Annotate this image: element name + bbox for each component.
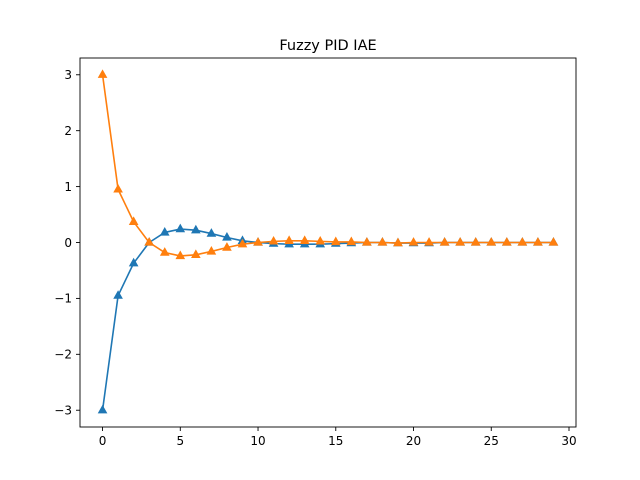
series-2-point [362, 237, 372, 246]
series-2-point [175, 250, 186, 260]
x-tick-label: 0 [99, 434, 107, 448]
series-2-point [455, 237, 465, 246]
series-2-point [253, 237, 263, 246]
series-2-point [393, 237, 403, 247]
series-2-point [128, 216, 139, 225]
y-tick-label: −2 [54, 348, 72, 362]
y-tick-label: −1 [54, 292, 72, 306]
series-2-point [299, 235, 310, 244]
axes-layer: 0 5 10 15 20 25 30 −3 −2 −1 0 1 2 3 [54, 57, 577, 448]
x-tick-label: 5 [176, 434, 184, 448]
y-tick-label: 0 [64, 236, 72, 250]
x-tick-label: 15 [328, 434, 343, 448]
series-2-point [113, 183, 123, 193]
series-2-line [101, 73, 555, 257]
series-2-point [330, 236, 341, 246]
series-2 [97, 69, 559, 260]
series-2-point [237, 238, 248, 248]
series-2-point [268, 235, 279, 245]
series-2-point [470, 237, 481, 246]
series-2-point [191, 249, 201, 258]
series-1-point [175, 223, 186, 233]
series-2-point [517, 237, 528, 246]
series-2-point [97, 69, 108, 78]
series-layer [97, 69, 559, 414]
series-2-point [315, 235, 326, 245]
x-tick-label: 30 [561, 434, 576, 448]
series-1-point [113, 290, 123, 299]
series-2-point [548, 237, 559, 246]
series-2-point [346, 236, 357, 246]
series-2-point [159, 247, 170, 256]
series-2-point [424, 237, 434, 246]
series-2-point [439, 237, 450, 246]
series-1-point [206, 228, 217, 237]
y-tick-label: 2 [64, 124, 72, 138]
series-2-point [408, 237, 419, 246]
series-1-line [101, 228, 555, 412]
x-tick-label: 10 [250, 434, 265, 448]
series-1-point [97, 404, 108, 414]
series-2-point [144, 237, 155, 246]
series-1-point [128, 257, 139, 267]
series-2-point [501, 237, 512, 246]
series-1-point [222, 232, 232, 241]
y-tick-label: 3 [64, 68, 72, 82]
series-2-point [222, 242, 232, 251]
series-2-point [377, 237, 388, 246]
y-tick-label: 1 [64, 180, 72, 194]
x-tick-label: 20 [406, 434, 421, 448]
x-tick-label: 25 [484, 434, 499, 448]
series-2-point [284, 235, 294, 244]
series-1-point [191, 224, 201, 234]
series-1-point [159, 227, 170, 236]
series-2-point [533, 237, 543, 246]
y-tick-label: −3 [54, 404, 72, 418]
series-2-point [486, 237, 497, 246]
series-2-point [206, 246, 217, 255]
chart-title: Fuzzy PID IAE [279, 38, 376, 54]
